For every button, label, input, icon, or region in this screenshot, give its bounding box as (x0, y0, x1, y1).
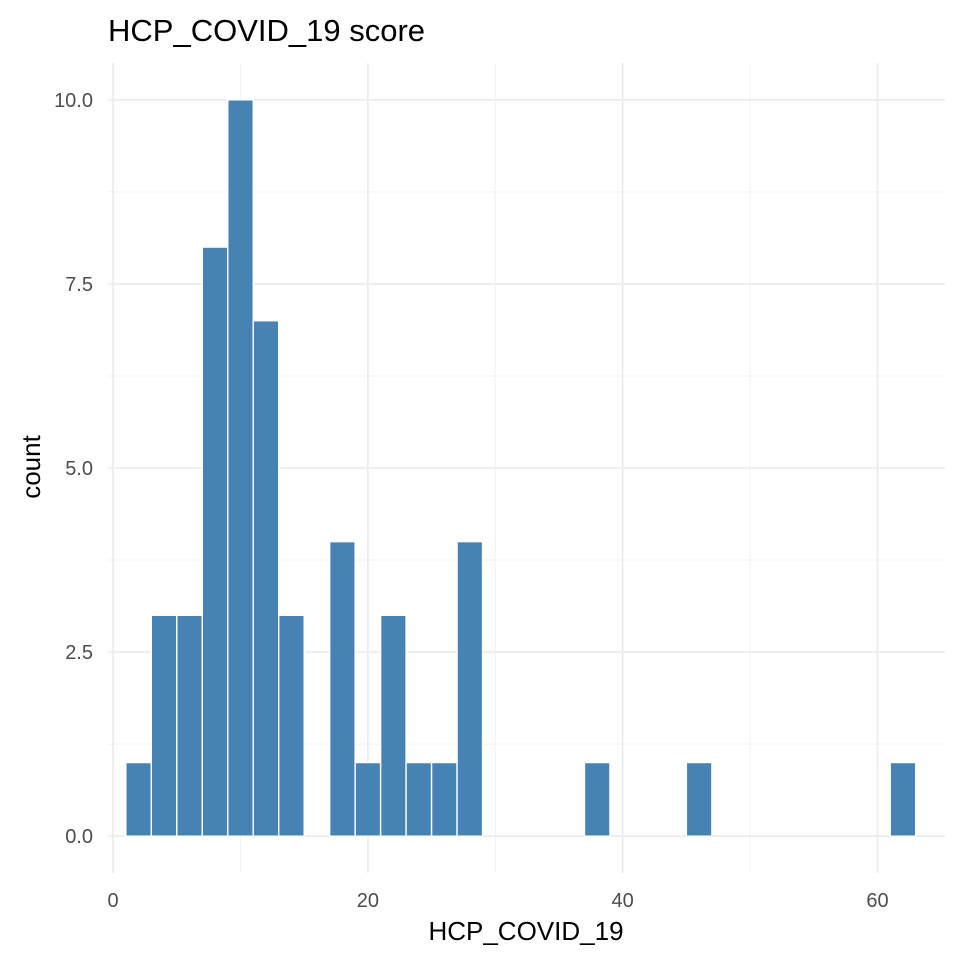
histogram-bar (176, 614, 203, 837)
histogram-bar (227, 99, 254, 837)
histogram-bar (379, 614, 407, 837)
histogram-bar (150, 614, 178, 837)
y-tick-label: 5.0 (65, 458, 93, 480)
histogram-bar (405, 761, 433, 837)
y-tick-label: 7.5 (65, 274, 93, 296)
y-tick-label: 0.0 (65, 826, 93, 848)
y-axis-title: count (16, 434, 46, 498)
y-axis-tick-labels: 0.0 2.5 5.0 7.5 10.0 (54, 90, 93, 848)
x-tick-label: 20 (357, 890, 379, 912)
histogram-bar (889, 761, 917, 837)
y-tick-label: 10.0 (54, 90, 93, 112)
histogram-bar (354, 761, 382, 837)
histogram-bar (252, 320, 280, 837)
histogram-bar (278, 614, 305, 837)
chart-title: HCP_COVID_19 score (108, 13, 425, 48)
x-axis-tick-labels: 0 20 40 60 (108, 890, 889, 912)
x-tick-label: 40 (612, 890, 634, 912)
y-tick-label: 2.5 (65, 642, 93, 664)
x-tick-label: 60 (866, 890, 888, 912)
histogram-bars (125, 99, 917, 837)
histogram-bar (456, 540, 484, 837)
histogram-bar (201, 246, 229, 837)
histogram-bar (328, 540, 356, 837)
histogram-bar (125, 761, 153, 837)
histogram-bar (685, 761, 713, 837)
x-tick-label: 0 (108, 890, 119, 912)
x-axis-title: HCP_COVID_19 (428, 916, 623, 946)
histogram-bar (430, 761, 458, 837)
histogram-bar (583, 761, 611, 837)
